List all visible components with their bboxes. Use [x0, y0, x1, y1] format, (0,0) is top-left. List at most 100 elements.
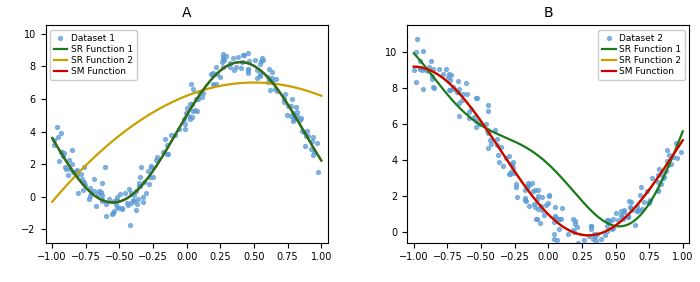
Dataset 1 [191, 97, 202, 102]
Dataset 1 [271, 76, 282, 81]
Dataset 2 [471, 96, 482, 101]
Dataset 1 [94, 189, 105, 194]
Dataset 1 [100, 202, 111, 206]
SR Function 1 [178, 121, 186, 125]
Line: SR Function 2: SR Function 2 [52, 83, 321, 202]
Dataset 2 [599, 232, 610, 237]
Dataset 1 [84, 186, 95, 191]
Dataset 2 [615, 209, 626, 213]
Dataset 1 [184, 116, 195, 121]
Dataset 1 [143, 181, 154, 186]
Dataset 2 [626, 208, 638, 213]
Dataset 1 [136, 164, 147, 169]
Dataset 2 [570, 221, 581, 226]
Dataset 2 [622, 215, 634, 219]
Dataset 1 [97, 199, 108, 204]
Dataset 1 [125, 223, 136, 228]
Dataset 2 [471, 96, 482, 101]
Dataset 1 [220, 54, 232, 59]
Dataset 2 [553, 217, 564, 222]
Dataset 1 [53, 159, 64, 163]
Dataset 1 [196, 95, 207, 99]
Dataset 1 [178, 117, 190, 121]
Dataset 1 [217, 55, 228, 59]
Dataset 1 [71, 169, 82, 173]
Dataset 2 [568, 228, 579, 233]
Dataset 2 [523, 183, 534, 188]
Dataset 2 [659, 175, 670, 180]
Dataset 2 [624, 205, 636, 209]
Dataset 1 [131, 202, 142, 206]
Dataset 2 [442, 75, 454, 80]
Dataset 2 [536, 207, 547, 212]
Dataset 2 [454, 87, 465, 91]
Dataset 2 [470, 125, 482, 129]
Dataset 1 [237, 59, 248, 64]
SM Function [631, 206, 639, 209]
Dataset 2 [583, 234, 594, 238]
Dataset 1 [64, 158, 75, 163]
SM Function [317, 159, 326, 162]
Dataset 1 [108, 211, 119, 216]
Dataset 2 [482, 131, 493, 135]
Dataset 2 [414, 66, 426, 70]
Dataset 2 [585, 223, 596, 228]
Dataset 1 [59, 151, 70, 156]
Dataset 2 [568, 230, 580, 234]
Dataset 2 [563, 232, 574, 236]
Dataset 1 [243, 71, 254, 75]
Dataset 1 [207, 71, 218, 75]
Dataset 2 [629, 223, 641, 227]
Dataset 1 [307, 139, 318, 143]
Dataset 1 [272, 89, 283, 93]
Dataset 2 [652, 179, 664, 184]
Dataset 2 [652, 188, 664, 192]
Dataset 2 [460, 81, 471, 85]
Dataset 2 [596, 237, 607, 241]
Dataset 1 [283, 104, 294, 109]
Dataset 1 [108, 199, 119, 203]
SR Function 2 [678, 138, 687, 142]
Dataset 1 [250, 58, 261, 62]
SR Function 1 [539, 158, 547, 161]
Dataset 1 [251, 67, 262, 72]
Dataset 2 [423, 69, 434, 74]
Dataset 1 [90, 203, 101, 208]
Dataset 1 [186, 102, 197, 107]
Dataset 2 [481, 128, 492, 133]
Dataset 2 [448, 84, 459, 89]
Dataset 1 [267, 76, 278, 81]
Dataset 1 [123, 187, 134, 191]
SM Function [48, 136, 57, 140]
Dataset 2 [416, 68, 428, 72]
Dataset 1 [239, 52, 250, 57]
Dataset 1 [165, 133, 176, 137]
Dataset 1 [186, 114, 197, 119]
Dataset 1 [288, 113, 299, 118]
Dataset 1 [217, 52, 228, 56]
Dataset 1 [184, 102, 195, 107]
Dataset 1 [242, 67, 253, 72]
Line: SR Function 1: SR Function 1 [52, 62, 321, 202]
Dataset 1 [130, 189, 141, 193]
Dataset 2 [638, 200, 650, 204]
Dataset 2 [486, 142, 497, 147]
Dataset 1 [231, 64, 242, 69]
Dataset 2 [510, 184, 522, 189]
Dataset 1 [120, 191, 131, 196]
Dataset 2 [533, 206, 544, 211]
Dataset 2 [526, 181, 538, 186]
Dataset 1 [96, 180, 107, 185]
Dataset 1 [145, 164, 156, 169]
Dataset 2 [533, 194, 544, 199]
Dataset 1 [92, 191, 104, 196]
Dataset 2 [510, 182, 522, 187]
Dataset 2 [480, 122, 491, 126]
SR Function 2 [631, 206, 639, 209]
Dataset 1 [130, 208, 141, 212]
SR Function 1 [108, 201, 117, 204]
Dataset 1 [251, 76, 262, 81]
Dataset 1 [79, 179, 90, 184]
Dataset 2 [503, 154, 514, 158]
Dataset 2 [463, 109, 475, 114]
